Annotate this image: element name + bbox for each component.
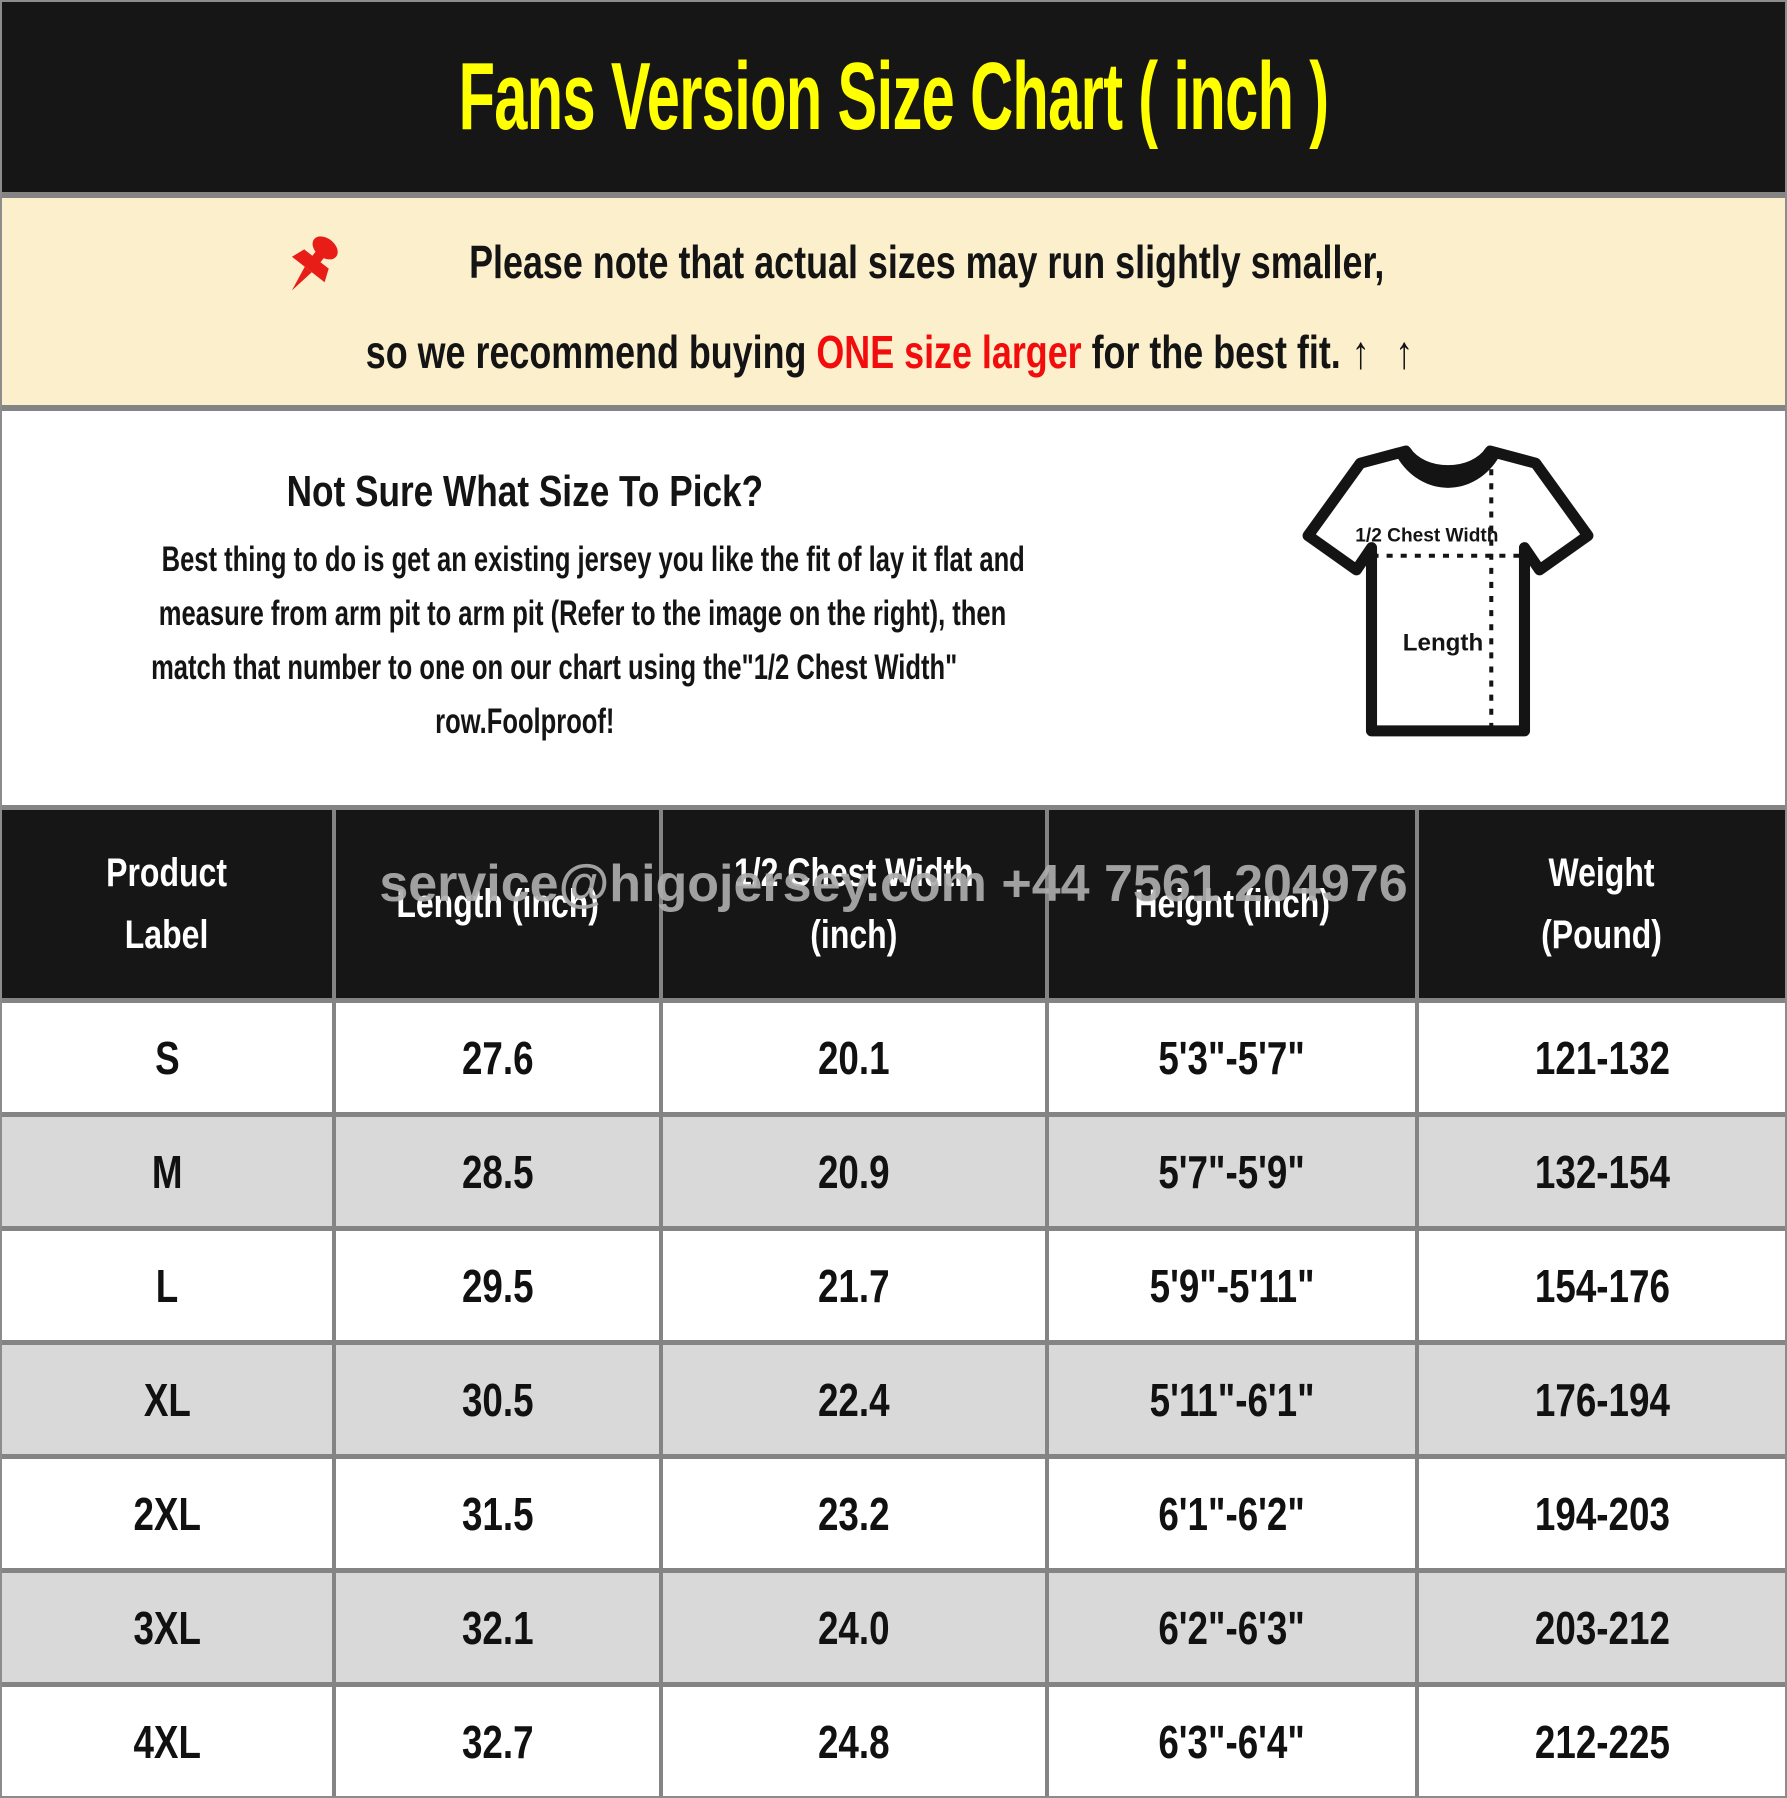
table-cell: 27.6 xyxy=(336,1003,659,1112)
column-header-chest-width: 1/2 Chest Width (inch) xyxy=(663,810,1045,998)
guide-line: measure from arm pit to arm pit (Refer t… xyxy=(158,594,1007,633)
guide-line: row.Foolproof! xyxy=(434,702,615,741)
table-cell: 176-194 xyxy=(1419,1345,1785,1454)
table-cell: M xyxy=(2,1117,332,1226)
table-cell: S xyxy=(2,1003,332,1112)
table-cell: 20.1 xyxy=(663,1003,1045,1112)
table-cell: 28.5 xyxy=(336,1117,659,1226)
table-cell: 24.0 xyxy=(663,1573,1045,1682)
table-cell: 2XL xyxy=(2,1459,332,1568)
table-cell: 21.7 xyxy=(663,1231,1045,1340)
tshirt-measure-icon: 1/2 Chest Width Length xyxy=(1302,437,1594,754)
guide-line: match that number to one on our chart us… xyxy=(151,648,958,687)
divider xyxy=(2,405,1785,411)
table-cell: XL xyxy=(2,1345,332,1454)
note-text-2-suffix: for the best fit. xyxy=(1081,325,1341,378)
table-cell: 132-154 xyxy=(1419,1117,1785,1226)
note-highlight: ONE size larger xyxy=(816,325,1082,378)
table-cell: 30.5 xyxy=(336,1345,659,1454)
table-cell: 24.8 xyxy=(663,1687,1045,1796)
table-cell: 6'2"-6'3" xyxy=(1049,1573,1415,1682)
table-cell: 5'7"-5'9" xyxy=(1049,1117,1415,1226)
note-section: Please note that actual sizes may run sl… xyxy=(2,198,1785,405)
page-title: Fans Version Size Chart ( inch ) xyxy=(458,43,1329,150)
table-cell: 32.7 xyxy=(336,1687,659,1796)
table-cell: 29.5 xyxy=(336,1231,659,1340)
table-cell: 32.1 xyxy=(336,1573,659,1682)
table-cell: 6'3"-6'4" xyxy=(1049,1687,1415,1796)
table-cell: L xyxy=(2,1231,332,1340)
table-cell: 3XL xyxy=(2,1573,332,1682)
column-header-weight: Weight (Pound) xyxy=(1419,810,1785,998)
table-cell: 4XL xyxy=(2,1687,332,1796)
size-table: Product Label Length (inch) 1/2 Chest Wi… xyxy=(2,805,1785,1796)
note-text-2-prefix: so we recommend buying xyxy=(365,325,817,378)
chest-width-label: 1/2 Chest Width xyxy=(1355,526,1498,547)
table-cell: 212-225 xyxy=(1419,1687,1785,1796)
note-text-1: Please note that actual sizes may run sl… xyxy=(468,235,1385,288)
column-header-length: Length (inch) xyxy=(336,810,659,998)
up-arrows-icon: ↑ ↑ xyxy=(1351,325,1422,378)
table-cell: 5'9"-5'11" xyxy=(1049,1231,1415,1340)
guide-heading: Not Sure What Size To Pick? xyxy=(286,467,763,516)
guide-text-block: Not Sure What Size To Pick? Best thing t… xyxy=(2,411,1047,749)
column-header-height: Height (inch) xyxy=(1049,810,1415,998)
table-cell: 194-203 xyxy=(1419,1459,1785,1568)
table-cell: 31.5 xyxy=(336,1459,659,1568)
divider xyxy=(2,192,1785,198)
pushpin-icon xyxy=(274,229,348,303)
length-label: Length xyxy=(1403,629,1483,656)
table-cell: 22.4 xyxy=(663,1345,1045,1454)
title-bar: Fans Version Size Chart ( inch ) xyxy=(2,2,1785,192)
table-cell: 203-212 xyxy=(1419,1573,1785,1682)
table-cell: 5'3"-5'7" xyxy=(1049,1003,1415,1112)
table-cell: 23.2 xyxy=(663,1459,1045,1568)
table-cell: 5'11"-6'1" xyxy=(1049,1345,1415,1454)
column-header-product-label: Product Label xyxy=(2,810,332,998)
table-cell: 20.9 xyxy=(663,1117,1045,1226)
table-cell: 6'1"-6'2" xyxy=(1049,1459,1415,1568)
note-line-1: Please note that actual sizes may run sl… xyxy=(2,225,1785,299)
table-cell: 154-176 xyxy=(1419,1231,1785,1340)
guide-line: Best thing to do is get an existing jers… xyxy=(161,540,1025,579)
note-line-2: so we recommend buying ONE size larger f… xyxy=(2,325,1785,379)
table-cell: 121-132 xyxy=(1419,1003,1785,1112)
guide-section: Not Sure What Size To Pick? Best thing t… xyxy=(2,411,1785,805)
